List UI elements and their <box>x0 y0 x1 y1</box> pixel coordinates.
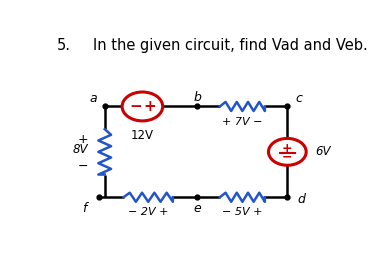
Text: 12V: 12V <box>131 129 154 142</box>
Text: + 7V −: + 7V − <box>222 117 263 127</box>
Text: −: − <box>282 151 292 163</box>
Text: +: + <box>78 133 88 146</box>
Text: 6V: 6V <box>315 145 330 158</box>
Text: −: − <box>78 160 88 173</box>
Text: d: d <box>298 193 306 206</box>
Text: b: b <box>193 91 202 104</box>
Text: In the given circuit, find Vad and Veb.: In the given circuit, find Vad and Veb. <box>93 38 368 53</box>
Text: +: + <box>143 99 156 114</box>
Text: e: e <box>194 202 201 215</box>
Text: − 2V +: − 2V + <box>128 207 168 217</box>
Text: −: − <box>130 99 142 114</box>
Text: 5.: 5. <box>57 38 71 53</box>
Text: 8V: 8V <box>72 143 88 156</box>
Text: a: a <box>89 92 97 105</box>
Text: +: + <box>282 142 292 155</box>
Text: − 5V +: − 5V + <box>222 207 263 217</box>
Text: f: f <box>82 202 87 215</box>
Text: c: c <box>295 92 302 105</box>
